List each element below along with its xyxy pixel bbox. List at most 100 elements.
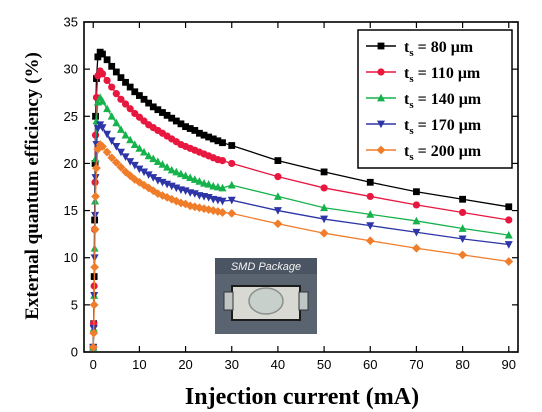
data-point [98, 97, 107, 105]
data-point [93, 144, 103, 154]
legend-label: ts = 140 μm [404, 91, 482, 111]
data-point [117, 95, 125, 103]
data-point [98, 124, 107, 132]
data-point [218, 157, 227, 165]
data-point [145, 99, 153, 107]
data-point [144, 171, 153, 179]
data-point [191, 127, 199, 134]
legend-label: ts = 170 μm [404, 117, 482, 137]
smd-package-inset: SMD Package [215, 258, 317, 334]
data-point [228, 159, 236, 168]
data-point [102, 147, 112, 157]
data-point [112, 143, 121, 151]
data-point [228, 142, 236, 149]
data-point [163, 163, 172, 171]
data-point [107, 153, 117, 163]
data-point [112, 118, 121, 127]
data-point [320, 184, 328, 192]
data-point [140, 95, 148, 103]
data-point [274, 173, 282, 181]
data-point [167, 165, 176, 174]
data-point [458, 224, 467, 232]
data-point [139, 180, 149, 190]
data-point [227, 180, 236, 189]
data-point [121, 100, 130, 108]
data-point [504, 257, 514, 266]
axis-ticks: 0 10 20 30 40 50 60 70 80 90 0 5 10 15 20 25 30 35 [64, 15, 518, 372]
data-point [89, 300, 99, 310]
data-point [111, 158, 121, 167]
data-point [153, 157, 162, 165]
data-point [116, 148, 125, 157]
data-point [366, 178, 374, 186]
data-point [459, 195, 466, 203]
data-point [176, 198, 186, 208]
data-point [135, 144, 144, 152]
data-point [218, 208, 227, 217]
legend-label: ts = 80 μm [404, 39, 474, 59]
legend-marker [377, 42, 385, 50]
data-point [136, 92, 143, 99]
data-point [126, 158, 135, 166]
data-point [131, 88, 139, 96]
data-point [505, 203, 513, 211]
data-point [154, 106, 162, 114]
data-point [116, 125, 125, 133]
data-point [274, 157, 282, 164]
x-tick-label: 50 [317, 357, 331, 372]
data-point [227, 209, 237, 218]
data-point [103, 104, 112, 113]
data-point [273, 219, 283, 229]
data-point [273, 192, 282, 200]
legend-marker [377, 68, 385, 76]
data-point [412, 201, 421, 209]
data-point [140, 168, 149, 177]
data-point [190, 175, 199, 183]
data-point [504, 230, 513, 239]
data-point [209, 135, 217, 143]
data-point [108, 62, 116, 70]
data-point [195, 177, 204, 185]
data-point [214, 137, 222, 145]
data-point [168, 114, 176, 122]
data-point [320, 168, 328, 176]
y-tick-label: 30 [64, 62, 78, 77]
series-3 [89, 93, 513, 351]
data-point [89, 328, 99, 338]
data-point [365, 236, 375, 246]
data-point [90, 262, 100, 272]
data-point [413, 188, 420, 196]
series-5 [88, 140, 514, 352]
data-point [412, 228, 421, 237]
data-point [218, 197, 227, 206]
data-point [135, 165, 144, 174]
data-point [148, 186, 158, 196]
data-point [366, 222, 375, 230]
data-point [103, 76, 111, 85]
data-point [218, 183, 227, 192]
inset-label: SMD Package [231, 261, 301, 273]
data-point [505, 216, 513, 224]
inset-header [215, 258, 317, 274]
data-point [458, 235, 467, 244]
y-tick-label: 5 [71, 297, 78, 312]
data-point [135, 177, 144, 187]
x-tick-label: 40 [271, 357, 285, 372]
data-point [458, 208, 467, 217]
series-4 [89, 121, 513, 352]
y-axis-label: External quantum efficiency (%) [22, 52, 43, 320]
data-point [159, 109, 166, 116]
legend-marker [376, 145, 386, 155]
data-point [126, 83, 134, 91]
data-point [103, 130, 112, 139]
data-point [200, 179, 209, 187]
data-point [204, 179, 213, 188]
data-point [126, 105, 134, 113]
data-point [213, 182, 222, 191]
data-point [121, 130, 130, 139]
data-point [219, 139, 226, 147]
data-point [144, 151, 153, 160]
data-point [172, 167, 181, 176]
data-point [504, 241, 513, 249]
data-point [171, 196, 181, 206]
